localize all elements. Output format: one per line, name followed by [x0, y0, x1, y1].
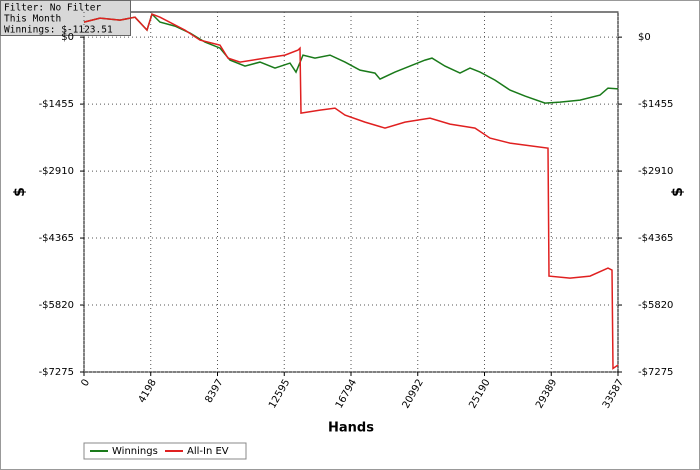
period-text: This Month: [4, 14, 61, 25]
legend-label: All-In EV: [187, 446, 229, 457]
y-axis-label: $: [12, 187, 28, 197]
y-tick-label-right: -$2910: [638, 166, 673, 177]
y-tick-label-right: $0: [638, 32, 651, 43]
y-tick-label: -$1455: [39, 99, 74, 110]
y-tick-label-right: -$4365: [638, 233, 673, 244]
y-tick-label-right: -$7275: [638, 367, 673, 378]
x-tick-label: 0: [79, 378, 92, 389]
y-tick-label-right: -$5820: [638, 300, 673, 311]
y-tick-label: -$4365: [39, 233, 74, 244]
data-line: [83, 13, 619, 370]
y-axis-label-right: $: [670, 187, 686, 197]
x-axis-label: Hands: [328, 421, 374, 436]
filter-box: [0, 0, 131, 36]
y-tick-label: -$5820: [39, 300, 74, 311]
y-tick-label: -$7275: [39, 367, 74, 378]
y-tick-label-right: -$1455: [638, 99, 673, 110]
filter-text: Filter: No Filter: [4, 3, 102, 14]
y-tick-label: $0: [61, 32, 74, 43]
winnings-text: Winnings: $-1123.51: [4, 25, 113, 36]
data-line: [83, 12, 619, 104]
legend-label: Winnings: [112, 446, 158, 457]
y-tick-label: -$2910: [39, 166, 74, 177]
